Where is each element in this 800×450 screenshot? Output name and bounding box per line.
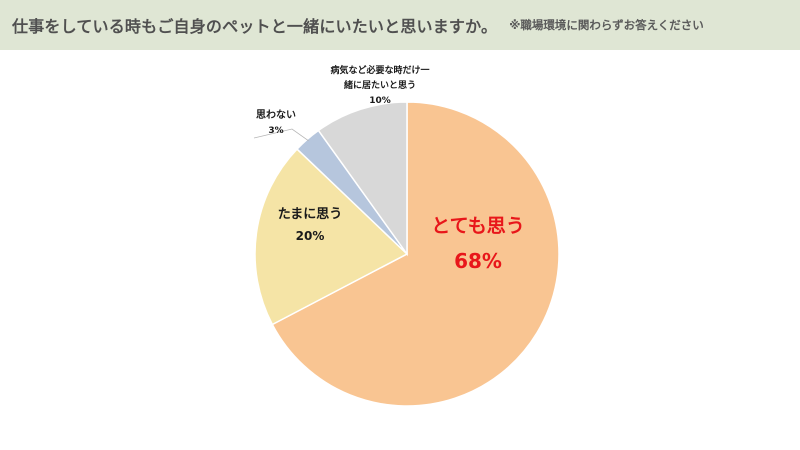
pie-slice-1	[271, 101, 560, 407]
question-title: 仕事をしている時もご自身のペットと一緒にいたいと思いますか。	[12, 17, 498, 36]
data-label-4: 病気など必要な時だけ一緒に居たいと思う 10%	[330, 64, 429, 106]
data-label-1: とても思う 68%	[431, 215, 524, 273]
leader-lines	[253, 128, 309, 142]
pie-slice-4	[317, 101, 408, 257]
data-label-category: とても思う	[431, 215, 524, 237]
pie-slices	[254, 101, 560, 407]
data-label-value: 68%	[454, 249, 502, 273]
data-labels: とても思う 68% たまに思う 20% 思わない 3% 病気など必要な時だけ一緒に居たいと思…	[256, 64, 525, 273]
data-label-value: 3%	[268, 126, 283, 136]
data-label-value: 20%	[296, 229, 325, 243]
data-label-category: たまに思う	[278, 207, 343, 222]
data-label-2: たまに思う 20%	[278, 207, 343, 243]
leader-line-3	[253, 128, 309, 142]
question-note: ※職場環境に関わらずお答えください	[509, 18, 704, 32]
data-label-value: 10%	[369, 96, 391, 106]
data-label-3: 思わない 3%	[256, 109, 296, 136]
data-label-category: 緒に居たいと思う	[344, 79, 416, 91]
data-label-category: 思わない	[256, 109, 296, 121]
pie-slice-2	[254, 147, 409, 326]
data-label-category: 病気など必要な時だけ一	[330, 64, 429, 76]
header-bar: 仕事をしている時もご自身のペットと一緒にいたいと思いますか。 ※職場環境に関わら…	[0, 0, 800, 50]
